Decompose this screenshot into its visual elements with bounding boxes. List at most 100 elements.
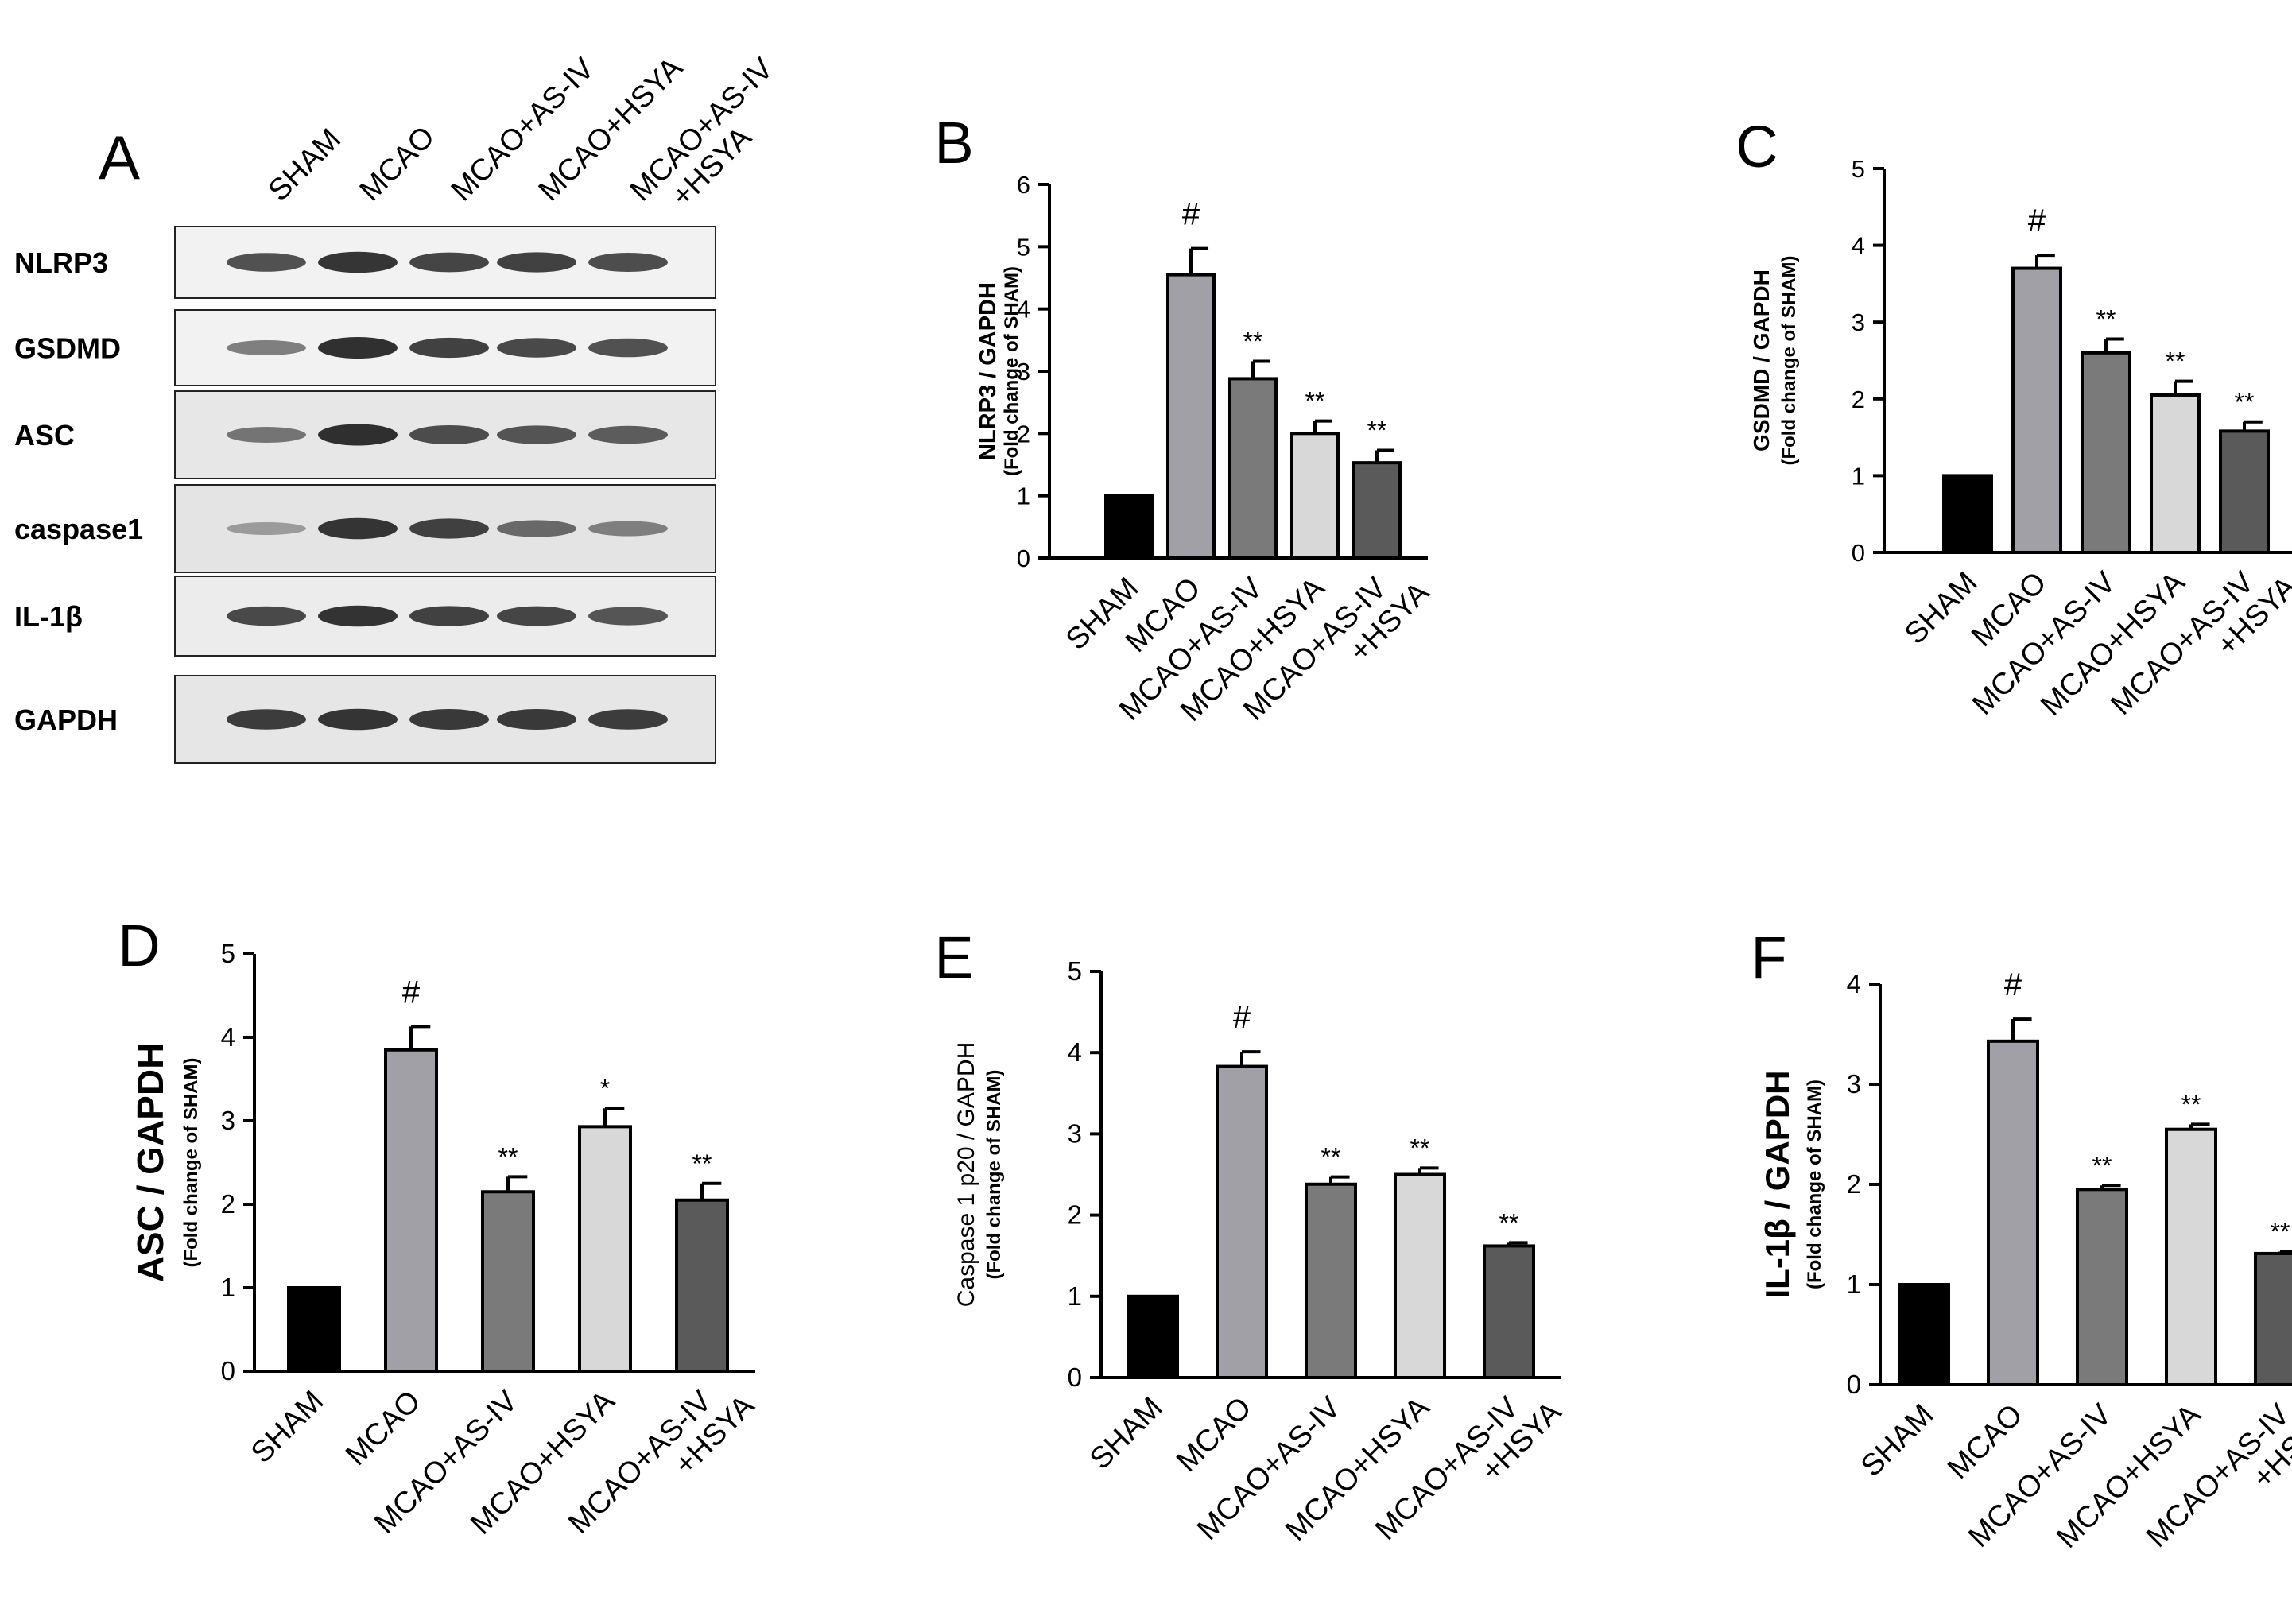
significance-label: ** [692,1149,712,1178]
bar [1216,1064,1268,1379]
blot-strip: GSDMD [14,309,716,386]
significance-label: ** [2235,388,2255,417]
y-tick-label: 3 [1068,1118,1082,1148]
bar [1104,494,1154,560]
blot-band [497,520,576,537]
bar-chart-panel-b: B 0 1 2 3 4 5 6 NLRP3 / GAPDH (Fold change of SHA… [934,110,1436,728]
significance-label: ** [2271,1217,2290,1246]
bar-chart-panel-e: E 0 1 2 3 4 5 Caspase 1 p20 / GAPDH (Fold change… [934,924,1568,1548]
y-tick-label: 0 [1847,1370,1861,1399]
blot-band [318,424,398,446]
blot-band [227,522,306,535]
y-tick-label: 5 [1017,233,1030,261]
y-axis-title: GSDMD / GAPDH [1749,269,1774,452]
western-blot-panel: A SHAM MCAO MCAO+AS-IVMCAO+HSYAMCAO+AS-IV+H… [14,51,780,764]
x-tick-label-line1: SHAM [1898,566,1984,651]
bar [1987,1039,2039,1386]
x-tick-label: SHAM [1898,566,1984,651]
panel-letter-a: A [99,122,140,192]
lane-label: MCAO [354,120,441,207]
significance-label: ** [1305,387,1325,416]
blot-band [588,425,668,444]
blot-label: NLRP3 [14,246,108,279]
blot-band [318,251,398,273]
blot-band [318,605,398,627]
blot-band [318,708,398,731]
significance-label: ** [1410,1134,1430,1162]
significance-label: ** [1499,1208,1519,1237]
y-axis-subtitle: (Fold change of SHAM) [1804,1079,1825,1289]
y-axis-subtitle: (Fold change of SHAM) [1001,266,1022,476]
y-tick-label: 5 [221,939,235,968]
y-tick-label: 5 [1068,956,1082,986]
bar [1942,474,1993,555]
x-tick-label: MCAO+AS-IV+HSYA [2140,1397,2292,1554]
y-tick-label: 6 [1017,171,1030,199]
bar [2254,1251,2292,1386]
blot-label: GSDMD [14,332,121,365]
blot-strip: ASC [14,390,716,479]
significance-label: * [600,1074,610,1103]
bar-chart-panel-c: C 0 1 2 3 4 5 GSDMD / GAPDH (Fold change of SHAM… [1735,114,2292,723]
bar [287,1286,341,1373]
blot-band [588,338,668,358]
y-axis-subtitle: (Fold change of SHAM) [983,1070,1005,1280]
significance-label: ** [2096,304,2116,333]
blot-band [588,709,668,730]
panel-letter: B [934,110,973,176]
blot-band [497,606,576,626]
bar [1290,432,1340,560]
bar [1394,1172,1446,1379]
blot-strip: GAPDH [14,675,716,764]
lane-label-line1: MCAO [354,120,441,207]
blot-band [409,337,489,359]
bar [481,1190,535,1373]
bar [578,1125,632,1373]
significance-label: ** [2166,347,2185,376]
x-tick-label-line1: SHAM [1855,1398,1940,1483]
bar [1228,377,1278,560]
bar [1166,273,1216,560]
significance-label: ** [1321,1143,1341,1172]
significance-label: ** [1243,327,1263,355]
significance-label: # [1182,197,1200,232]
significance-label: # [2028,203,2046,238]
blot-band [588,607,668,626]
y-tick-label: 3 [1847,1069,1861,1099]
blot-band [497,252,576,273]
y-tick-label: 1 [221,1273,235,1302]
bar [2219,429,2270,555]
bar-chart-panel-f: F 0 1 2 3 4 IL-1β / GAPDH (Fold change of SHAM)… [1751,924,2292,1555]
panel-letter: C [1735,114,1778,180]
bar [1352,461,1402,560]
y-tick-label: 2 [1847,1169,1861,1199]
y-tick-label: 2 [1017,420,1030,448]
panel-letter: D [118,913,160,979]
y-axis-title: IL-1β / GAPDH [1759,1071,1796,1299]
y-tick-label: 2 [1068,1200,1082,1230]
x-tick-label: MCAO+AS-IV+HSYA [1369,1390,1568,1547]
y-tick-label: 2 [1852,386,1865,413]
significance-label: ** [2181,1090,2201,1118]
y-axis-title: NLRP3 / GAPDH [975,282,1001,460]
x-tick-label-line1: MCAO [1941,1398,2029,1486]
blot-label: IL-1β [14,600,83,633]
x-tick-label: SHAM [245,1385,330,1470]
x-tick-label: SHAM [1084,1391,1169,1476]
blot-band [227,340,306,355]
y-tick-label: 0 [1017,545,1030,572]
bar [384,1048,438,1373]
y-tick-label: 5 [1852,155,1865,183]
blot-band [227,709,306,730]
y-tick-label: 3 [1852,308,1865,336]
significance-label: ** [498,1142,518,1171]
y-tick-label: 0 [1852,539,1865,567]
y-tick-label: 4 [1847,969,1861,998]
x-tick-label-line1: SHAM [1084,1391,1169,1476]
y-axis-subtitle: (Fold change of SHAM) [180,1058,202,1268]
bar [2165,1127,2217,1386]
bar [1127,1294,1179,1380]
blot-band [497,709,576,730]
x-tick-label: MCAO [339,1385,427,1472]
